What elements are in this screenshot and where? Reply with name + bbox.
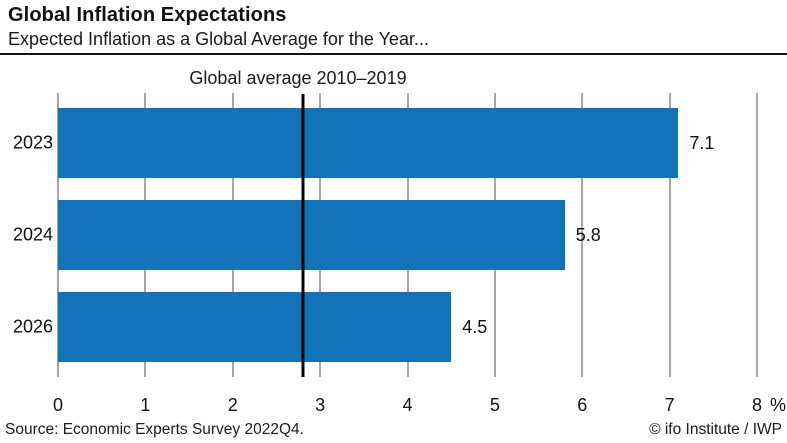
y-axis-labels: 2023 2024 2026	[0, 93, 55, 377]
bar-value-label: 5.8	[575, 224, 601, 245]
x-tick-label: 4	[402, 395, 413, 415]
year-label: 2023	[12, 132, 53, 153]
reference-line-label: Global average 2010–2019	[189, 68, 407, 88]
gridline	[756, 93, 758, 377]
page-subtitle: Expected Inflation as a Global Average f…	[8, 29, 429, 49]
unit-label: %	[769, 395, 787, 415]
gridline	[669, 93, 671, 377]
year-label: 2024	[12, 224, 53, 245]
bar	[58, 292, 452, 362]
bar-value-label: 7.1	[689, 132, 715, 153]
x-tick-label: 2	[227, 395, 238, 415]
plot-area: 7.1 5.8 4.5	[57, 93, 758, 377]
header-rule	[0, 53, 787, 55]
x-tick-label: 1	[140, 395, 151, 415]
year-label: 2026	[12, 316, 53, 337]
gridline	[581, 93, 583, 377]
bars-layer: 7.1 5.8 4.5	[58, 93, 757, 377]
x-axis-labels: % 0 1 2 3 4 5 6 7 8	[53, 395, 786, 417]
x-tick-label: 0	[52, 395, 64, 415]
bar-value-label: 4.5	[462, 316, 488, 337]
x-tick-label: 7	[664, 395, 675, 415]
copyright-note: © ifo Institute / IWP	[649, 421, 782, 438]
page-title: Global Inflation Expectations	[8, 4, 287, 26]
bar	[58, 108, 679, 178]
source-note: Source: Economic Experts Survey 2022Q4.	[5, 421, 304, 438]
x-tick-label: 3	[315, 395, 326, 415]
x-tick-label: 6	[577, 395, 588, 415]
reference-line	[301, 94, 305, 377]
x-tick-label: 5	[489, 395, 500, 415]
x-tick-label: 8	[751, 395, 763, 415]
bar	[58, 200, 565, 270]
